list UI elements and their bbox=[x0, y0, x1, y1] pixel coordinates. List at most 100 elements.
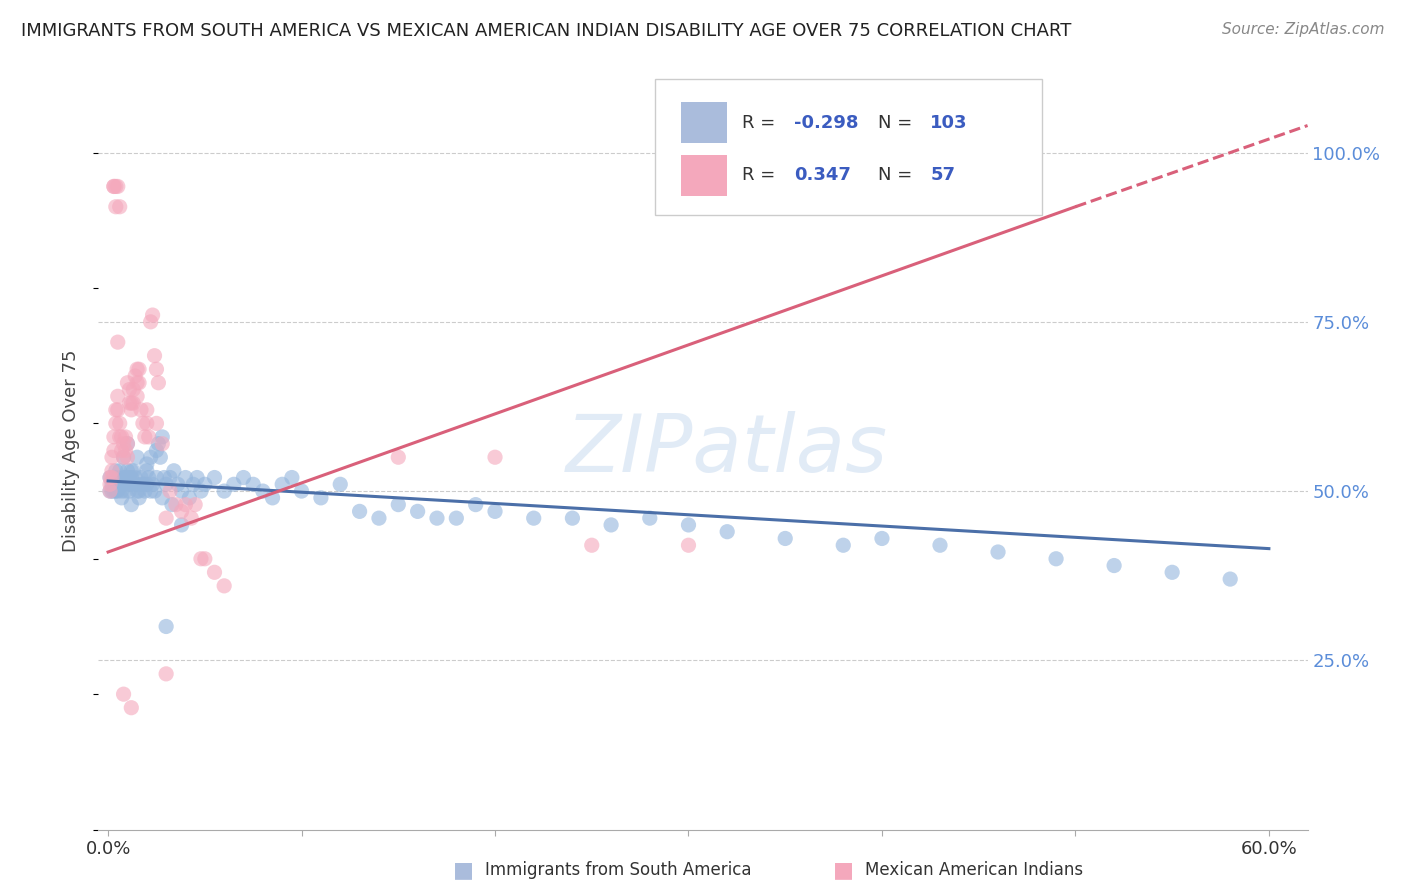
Point bbox=[150, 491, 173, 505]
Point bbox=[143, 349, 166, 363]
Text: IMMIGRANTS FROM SOUTH AMERICA VS MEXICAN AMERICAN INDIAN DISABILITY AGE OVER 75 : IMMIGRANTS FROM SOUTH AMERICA VS MEXICAN… bbox=[21, 22, 1071, 40]
Point bbox=[204, 566, 226, 580]
Point bbox=[139, 484, 162, 499]
Point bbox=[107, 179, 129, 194]
Point bbox=[165, 498, 187, 512]
Point bbox=[716, 524, 738, 539]
Point bbox=[446, 511, 468, 525]
Point bbox=[118, 383, 141, 397]
Point bbox=[155, 666, 177, 681]
Point bbox=[127, 484, 149, 499]
Point bbox=[678, 538, 700, 552]
Point bbox=[242, 477, 264, 491]
Point bbox=[170, 484, 193, 499]
Point bbox=[112, 436, 135, 450]
Text: R =: R = bbox=[742, 114, 780, 132]
Point bbox=[120, 470, 142, 484]
Point bbox=[127, 362, 149, 376]
Point bbox=[104, 484, 127, 499]
Point bbox=[120, 464, 142, 478]
Point bbox=[232, 470, 254, 484]
Text: N =: N = bbox=[879, 166, 918, 185]
Point bbox=[122, 477, 145, 491]
Point bbox=[120, 700, 142, 714]
Point bbox=[132, 417, 155, 431]
Point bbox=[166, 477, 188, 491]
Point bbox=[108, 430, 131, 444]
Point bbox=[114, 430, 136, 444]
Point bbox=[145, 417, 167, 431]
Point bbox=[103, 443, 125, 458]
Point bbox=[1045, 551, 1067, 566]
Point bbox=[135, 417, 157, 431]
Point bbox=[114, 470, 136, 484]
Point bbox=[104, 417, 127, 431]
Point bbox=[117, 436, 139, 450]
Point bbox=[111, 491, 134, 505]
Point bbox=[128, 491, 150, 505]
Point bbox=[112, 687, 135, 701]
Point bbox=[1219, 572, 1241, 586]
Point bbox=[98, 477, 121, 491]
Point bbox=[600, 517, 623, 532]
Point bbox=[114, 484, 136, 499]
Point bbox=[117, 464, 139, 478]
Text: ZIPatlas: ZIPatlas bbox=[567, 411, 889, 490]
Point bbox=[104, 179, 127, 194]
Point bbox=[128, 376, 150, 390]
Text: Mexican American Indians: Mexican American Indians bbox=[865, 861, 1083, 879]
Point bbox=[104, 402, 127, 417]
Point bbox=[104, 464, 127, 478]
Point bbox=[464, 498, 486, 512]
Point bbox=[170, 504, 193, 518]
Point bbox=[103, 430, 125, 444]
Text: ■: ■ bbox=[454, 860, 474, 880]
Point bbox=[117, 477, 139, 491]
Point bbox=[138, 430, 160, 444]
Point bbox=[132, 477, 155, 491]
Point bbox=[149, 450, 172, 465]
Point bbox=[142, 308, 165, 322]
Point bbox=[184, 498, 207, 512]
Point bbox=[180, 511, 202, 525]
Point bbox=[145, 443, 167, 458]
Point bbox=[127, 389, 149, 403]
Point bbox=[112, 470, 135, 484]
Point bbox=[181, 477, 204, 491]
Point bbox=[101, 470, 124, 484]
Point bbox=[127, 376, 149, 390]
Point bbox=[523, 511, 546, 525]
Point bbox=[638, 511, 661, 525]
Point bbox=[678, 517, 700, 532]
Point bbox=[98, 470, 121, 484]
Point bbox=[104, 200, 127, 214]
Point bbox=[159, 470, 181, 484]
Point bbox=[581, 538, 603, 552]
Point bbox=[190, 551, 212, 566]
Point bbox=[406, 504, 429, 518]
Point bbox=[122, 464, 145, 478]
Text: 57: 57 bbox=[931, 166, 955, 185]
Point bbox=[117, 436, 139, 450]
Point bbox=[111, 430, 134, 444]
Point bbox=[160, 498, 183, 512]
Point bbox=[103, 179, 125, 194]
Point bbox=[101, 450, 124, 465]
Point bbox=[186, 470, 208, 484]
Point bbox=[174, 498, 197, 512]
Point bbox=[349, 504, 371, 518]
Point bbox=[179, 491, 201, 505]
Point bbox=[135, 477, 157, 491]
Point bbox=[112, 477, 135, 491]
Point bbox=[143, 484, 166, 499]
Point bbox=[155, 619, 177, 633]
Point bbox=[127, 477, 149, 491]
Point bbox=[484, 450, 506, 465]
Point bbox=[212, 484, 235, 499]
Point bbox=[117, 376, 139, 390]
Point bbox=[426, 511, 449, 525]
Point bbox=[194, 477, 217, 491]
Point bbox=[139, 315, 162, 329]
Point bbox=[174, 470, 197, 484]
Point bbox=[155, 477, 177, 491]
